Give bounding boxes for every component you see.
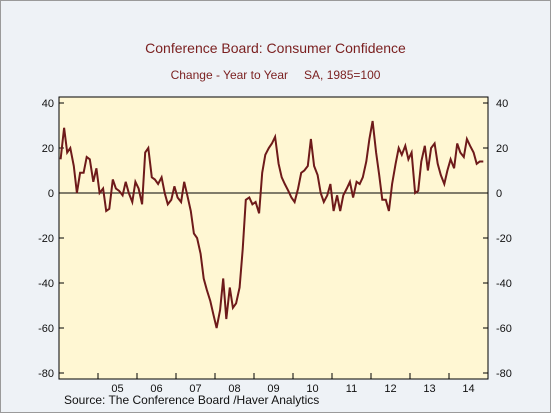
y-tick-label-left: 0 <box>48 188 54 200</box>
x-tick-label: 11 <box>346 383 357 395</box>
series-line <box>59 120 484 329</box>
chart-title: Conference Board: Consumer Confidence <box>145 40 406 56</box>
x-tick-label: 13 <box>423 383 435 395</box>
y-tick-label-left: -20 <box>38 233 54 245</box>
x-tick-label: 10 <box>306 383 318 395</box>
y-tick-label-right: 40 <box>496 98 508 110</box>
subtitle-left: Change - Year to Year <box>170 68 289 82</box>
y-tick-label-left: 40 <box>42 98 54 110</box>
x-tick-label: 12 <box>384 383 396 395</box>
source-note: Source: The Conference Board /Haver Anal… <box>64 393 320 407</box>
x-tick-label: 14 <box>462 383 474 395</box>
y-tick-label-left: -80 <box>38 368 54 380</box>
y-axis-right: 40 20 0 -20 -40 -60 -80 <box>483 98 512 380</box>
subtitle-right: SA, 1985=100 <box>304 68 381 82</box>
y-tick-label-left: 20 <box>42 143 54 155</box>
y-tick-label-right: 20 <box>496 143 508 155</box>
x-tick-label: 07 <box>189 383 201 395</box>
y-tick-label-right: 0 <box>496 188 502 200</box>
y-axis-left: 40 20 0 -20 -40 -60 -80 <box>38 98 64 380</box>
x-tick-label: 08 <box>228 383 240 395</box>
x-axis: 05 06 07 08 09 10 11 12 13 14 <box>58 373 489 395</box>
y-tick-label-left: -40 <box>38 278 54 290</box>
y-tick-label-left: -60 <box>38 323 54 335</box>
y-tick-label-right: -20 <box>496 233 512 245</box>
chart-subtitle: Change - Year to Year SA, 1985=100 <box>0 68 551 82</box>
x-tick-label: 09 <box>267 383 279 395</box>
x-tick-label: 05 <box>111 383 123 395</box>
x-tick-label: 06 <box>150 383 162 395</box>
y-tick-label-right: -40 <box>496 278 512 290</box>
y-tick-label-right: -80 <box>496 368 512 380</box>
y-tick-label-right: -60 <box>496 323 512 335</box>
